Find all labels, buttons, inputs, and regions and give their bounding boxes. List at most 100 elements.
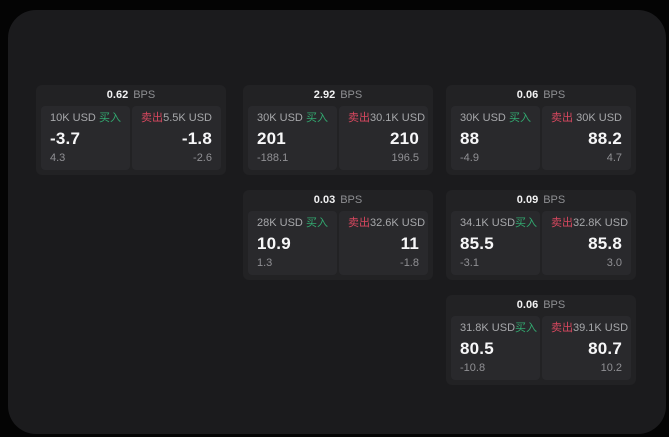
bps-value: 0.03 xyxy=(313,194,336,206)
card-body: 28K USD 买入 10.9 1.3 卖出 32.6K USD 11 -1.8 xyxy=(243,211,433,275)
bps-unit-label: BPS xyxy=(543,89,566,101)
sell-price: 85.8 xyxy=(588,234,622,253)
buy-quote-panel[interactable]: 31.8K USD 买入 80.5 -10.8 xyxy=(451,316,540,380)
sell-price: 210 xyxy=(390,129,419,148)
buy-row-top: 31.8K USD 买入 xyxy=(460,322,537,334)
buy-row-top: 28K USD 买入 xyxy=(257,218,328,229)
sell-quote-panel[interactable]: 卖出 32.6K USD 11 -1.8 xyxy=(339,211,428,275)
buy-quote-panel[interactable]: 30K USD 买入 201 -188.1 xyxy=(248,106,337,170)
buy-delta: -188.1 xyxy=(257,152,289,164)
buy-amount: 34.1K USD xyxy=(460,217,516,229)
buy-amount: 28K USD xyxy=(257,217,303,229)
card-body: 30K USD 买入 201 -188.1 卖出 30.1K USD 210 1… xyxy=(243,106,433,170)
sell-quote-panel[interactable]: 卖出 30K USD 88.2 4.7 xyxy=(542,106,631,170)
sell-side-label: 卖出 xyxy=(551,112,573,124)
buy-delta: -3.1 xyxy=(460,257,479,269)
buy-side-label: 买入 xyxy=(306,217,328,229)
buy-side-label: 买入 xyxy=(306,112,328,124)
card-header: 0.62 BPS xyxy=(36,85,226,106)
quote-card: 0.06 BPS 30K USD 买入 88 -4.9 卖出 30K USD 8… xyxy=(446,85,636,175)
sell-delta: 10.2 xyxy=(600,362,622,374)
buy-amount: 10K USD xyxy=(50,112,96,124)
buy-delta: -4.9 xyxy=(460,152,479,164)
sell-amount: 32.8K USD xyxy=(573,217,629,229)
sell-quote-panel[interactable]: 卖出 39.1K USD 80.7 10.2 xyxy=(542,316,631,380)
sell-row-top: 卖出 32.8K USD xyxy=(551,217,628,229)
buy-row-top: 34.1K USD 买入 xyxy=(460,217,537,229)
quotes-panel: 0.62 BPS 10K USD 买入 -3.7 4.3 卖出 5.5K USD… xyxy=(8,10,666,434)
bps-unit-label: BPS xyxy=(133,89,156,101)
sell-delta: 3.0 xyxy=(606,257,622,269)
card-body: 10K USD 买入 -3.7 4.3 卖出 5.5K USD -1.8 -2.… xyxy=(36,106,226,170)
sell-row-top: 卖出 30.1K USD xyxy=(348,112,425,124)
sell-side-label: 卖出 xyxy=(348,112,370,124)
sell-row-top: 卖出 30K USD xyxy=(551,113,622,124)
buy-quote-panel[interactable]: 10K USD 买入 -3.7 4.3 xyxy=(41,106,130,170)
sell-amount: 30K USD xyxy=(576,112,622,124)
buy-side-label: 买入 xyxy=(99,112,121,124)
sell-price: -1.8 xyxy=(181,129,212,148)
sell-amount: 5.5K USD xyxy=(163,112,212,124)
bps-unit-label: BPS xyxy=(543,299,566,311)
sell-price: 80.7 xyxy=(588,339,622,358)
buy-quote-panel[interactable]: 34.1K USD 买入 85.5 -3.1 xyxy=(451,211,540,275)
card-body: 34.1K USD 买入 85.5 -3.1 卖出 32.8K USD 85.8… xyxy=(446,211,636,275)
sell-row-top: 卖出 32.6K USD xyxy=(348,217,425,229)
buy-delta: 1.3 xyxy=(257,257,273,269)
card-body: 31.8K USD 买入 80.5 -10.8 卖出 39.1K USD 80.… xyxy=(446,316,636,380)
sell-price: 88.2 xyxy=(588,129,622,148)
bps-value: 0.62 xyxy=(106,89,129,101)
buy-row-top: 30K USD 买入 xyxy=(460,113,531,124)
sell-amount: 32.6K USD xyxy=(370,217,426,229)
sell-delta: 4.7 xyxy=(606,152,622,164)
bps-unit-label: BPS xyxy=(543,194,566,206)
sell-row-top: 卖出 39.1K USD xyxy=(551,322,628,334)
bps-value: 0.06 xyxy=(516,89,539,101)
bps-value: 2.92 xyxy=(313,89,336,101)
quote-card: 0.62 BPS 10K USD 买入 -3.7 4.3 卖出 5.5K USD… xyxy=(36,85,226,175)
buy-price: -3.7 xyxy=(50,129,81,148)
card-header: 2.92 BPS xyxy=(243,85,433,106)
card-header: 0.03 BPS xyxy=(243,190,433,211)
sell-quote-panel[interactable]: 卖出 32.8K USD 85.8 3.0 xyxy=(542,211,631,275)
buy-side-label: 买入 xyxy=(515,217,538,229)
sell-amount: 30.1K USD xyxy=(370,112,426,124)
sell-delta: 196.5 xyxy=(391,152,419,164)
buy-delta: -10.8 xyxy=(460,362,486,374)
sell-side-label: 卖出 xyxy=(551,217,573,229)
sell-side-label: 卖出 xyxy=(348,217,370,229)
quote-card: 0.03 BPS 28K USD 买入 10.9 1.3 卖出 32.6K US… xyxy=(243,190,433,280)
quote-card: 2.92 BPS 30K USD 买入 201 -188.1 卖出 30.1K … xyxy=(243,85,433,175)
card-body: 30K USD 买入 88 -4.9 卖出 30K USD 88.2 4.7 xyxy=(446,106,636,170)
buy-row-top: 10K USD 买入 xyxy=(50,113,121,124)
sell-side-label: 卖出 xyxy=(141,112,163,124)
buy-quote-panel[interactable]: 28K USD 买入 10.9 1.3 xyxy=(248,211,337,275)
buy-price: 201 xyxy=(257,129,286,148)
sell-row-top: 卖出 5.5K USD xyxy=(141,113,212,124)
sell-delta: -2.6 xyxy=(193,152,212,164)
buy-quote-panel[interactable]: 30K USD 买入 88 -4.9 xyxy=(451,106,540,170)
sell-amount: 39.1K USD xyxy=(573,322,629,334)
buy-delta: 4.3 xyxy=(50,152,66,164)
card-header: 0.09 BPS xyxy=(446,190,636,211)
sell-delta: -1.8 xyxy=(400,257,419,269)
sell-quote-panel[interactable]: 卖出 5.5K USD -1.8 -2.6 xyxy=(132,106,221,170)
buy-price: 85.5 xyxy=(460,234,494,253)
buy-price: 10.9 xyxy=(257,234,291,253)
bps-value: 0.09 xyxy=(516,194,539,206)
card-header: 0.06 BPS xyxy=(446,85,636,106)
card-header: 0.06 BPS xyxy=(446,295,636,316)
buy-price: 80.5 xyxy=(460,339,494,358)
buy-price: 88 xyxy=(460,129,480,148)
sell-quote-panel[interactable]: 卖出 30.1K USD 210 196.5 xyxy=(339,106,428,170)
buy-amount: 30K USD xyxy=(460,112,506,124)
bps-unit-label: BPS xyxy=(340,89,363,101)
buy-row-top: 30K USD 买入 xyxy=(257,113,328,124)
bps-unit-label: BPS xyxy=(340,194,363,206)
buy-amount: 31.8K USD xyxy=(460,322,516,334)
quote-card: 0.06 BPS 31.8K USD 买入 80.5 -10.8 卖出 39.1… xyxy=(446,295,636,385)
buy-amount: 30K USD xyxy=(257,112,303,124)
bps-value: 0.06 xyxy=(516,299,539,311)
quote-card: 0.09 BPS 34.1K USD 买入 85.5 -3.1 卖出 32.8K… xyxy=(446,190,636,280)
sell-side-label: 卖出 xyxy=(551,322,573,334)
